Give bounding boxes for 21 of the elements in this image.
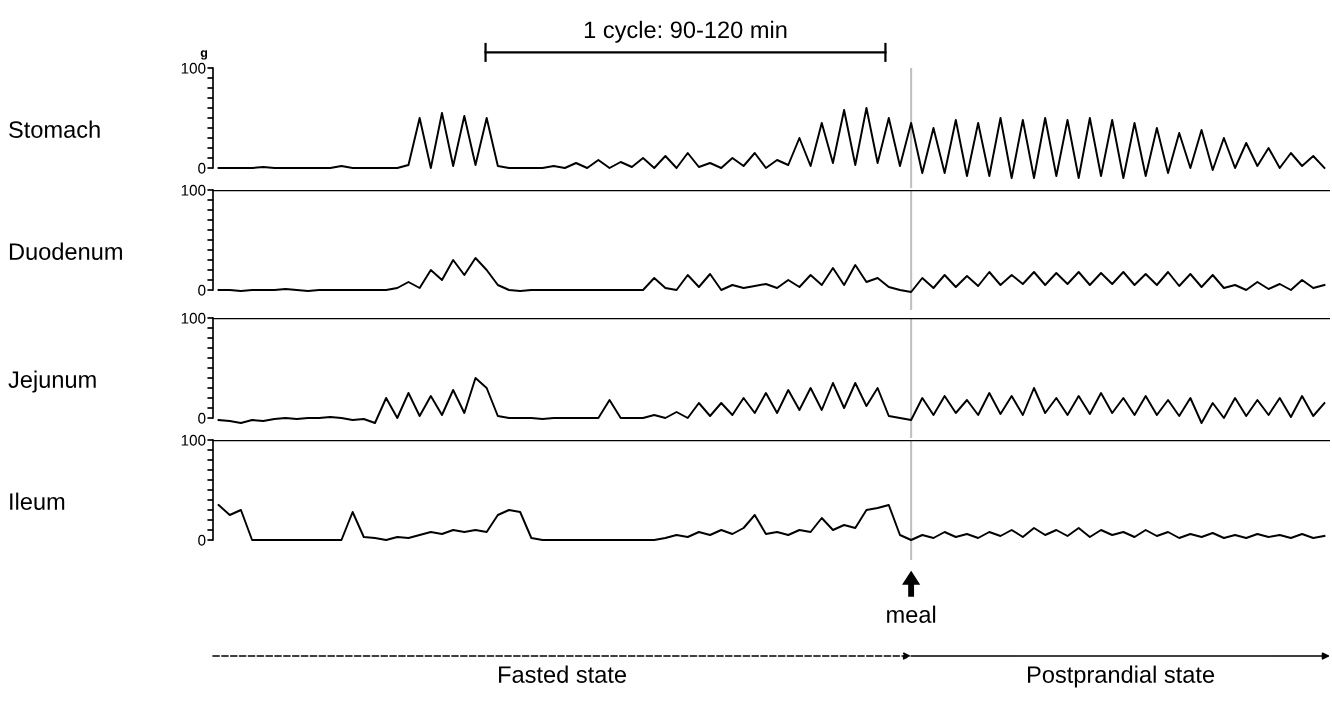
- y-tick-label: 0: [198, 162, 206, 174]
- line-series: [217, 107, 1326, 179]
- y-axis-title: Stomach: [9, 120, 100, 138]
- line-series: [217, 257, 1326, 293]
- text: g: [200, 50, 208, 60]
- y-axis-title: Jejunum: [8, 370, 96, 393]
- y-axis-title: Ileum: [10, 492, 65, 510]
- text: meal: [887, 605, 936, 623]
- y-tick-label: 0: [198, 412, 206, 424]
- text: Fasted state: [499, 665, 626, 683]
- y-tick-label: 100: [181, 62, 206, 74]
- text: 1 cycle: 90-120 min: [584, 20, 787, 43]
- y-tick-label: 0: [198, 534, 206, 546]
- y-tick-label: 0: [198, 284, 206, 296]
- y-axis-title: Duodenum: [9, 242, 122, 260]
- y-tick-label: 100: [181, 312, 206, 324]
- line-series: [217, 377, 1326, 424]
- y-tick-label: 100: [181, 434, 206, 446]
- text: Postprandial state: [1028, 665, 1215, 688]
- y-tick-label: 100: [181, 184, 206, 196]
- line-series: [217, 504, 1326, 541]
